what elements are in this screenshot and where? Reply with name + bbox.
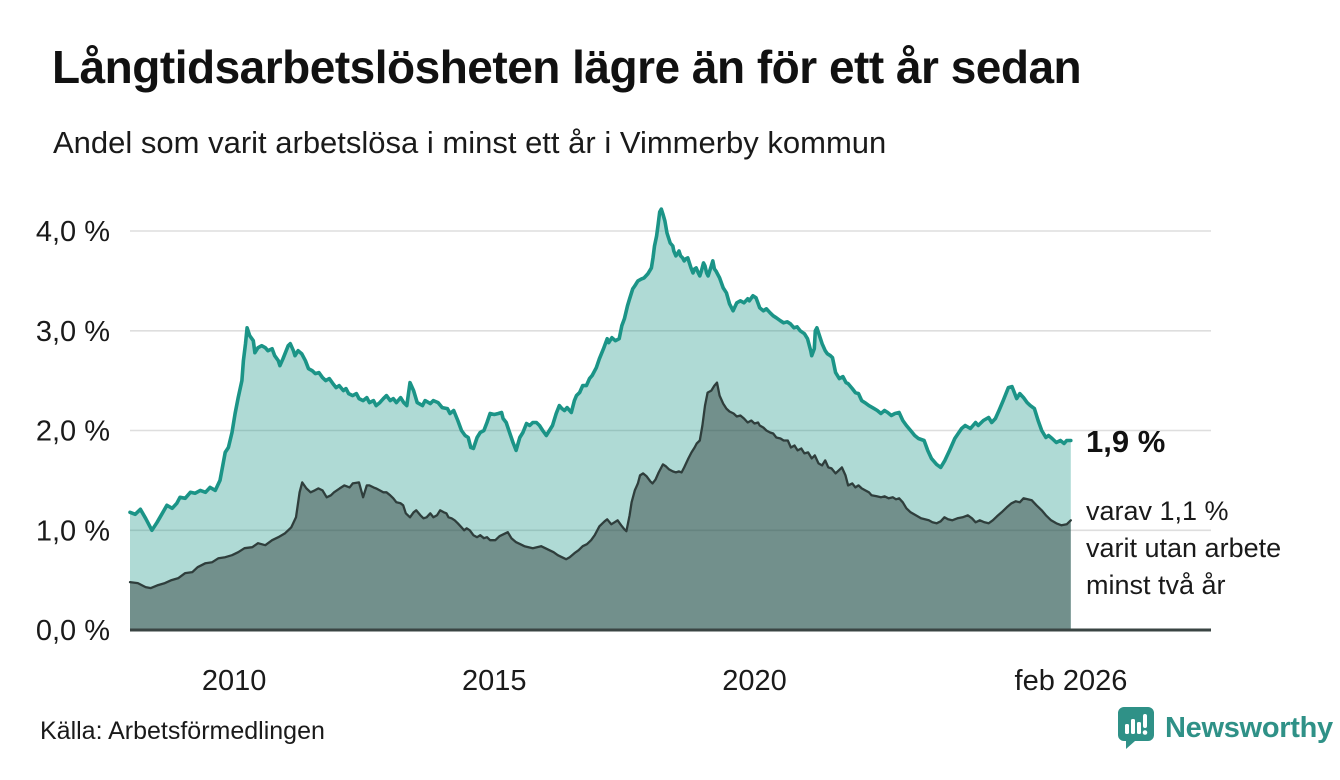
arbetslosa-minst-ett-ar-line [128,207,1073,533]
newsworthy-logo: Newsworthy [1117,706,1333,750]
y-tick-label: 0,0 % [36,615,110,647]
x-tick-label: feb 2026 [1015,665,1128,697]
sublabel-line: minst två år [1086,570,1226,600]
newsworthy-logo-text: Newsworthy [1165,711,1333,744]
y-tick-label: 4,0 % [36,216,110,248]
arbetslosa-minst-ett-ar-area [130,209,1071,630]
y-tick-label: 2,0 % [36,416,110,448]
newsworthy-logo-icon [1118,707,1154,749]
page-title: Långtidsarbetslösheten lägre än för ett … [52,41,1082,93]
sublabel-line: varit utan arbete [1086,533,1282,563]
arbetslosa-minst-tva-ar-area [130,382,1071,630]
sublabel-line: varav 1,1 % [1086,496,1229,526]
end-value-label: 1,9 % [1086,424,1166,459]
x-tick-label: 2020 [722,665,787,697]
y-tick-label: 3,0 % [36,316,110,348]
x-tick-label: 2015 [462,665,527,697]
unemployment-area-chart: 0,0 % 1,0 % 2,0 % 3,0 % 4,0 % 2010 2015 2020 feb… [36,207,1211,697]
source-attribution: Källa: Arbetsförmedlingen [40,717,325,745]
page-subtitle: Andel som varit arbetslösa i minst ett å… [53,125,887,160]
x-tick-label: 2010 [202,665,267,697]
end-value-annotation: 1,9 % varav 1,1 % varit utan arbete mins… [1086,424,1326,604]
end-value-sublabel: varav 1,1 % varit utan arbete minst två … [1086,493,1326,604]
y-tick-label: 1,0 % [36,515,110,547]
arbetslosa-minst-tva-ar-line [128,381,1072,590]
